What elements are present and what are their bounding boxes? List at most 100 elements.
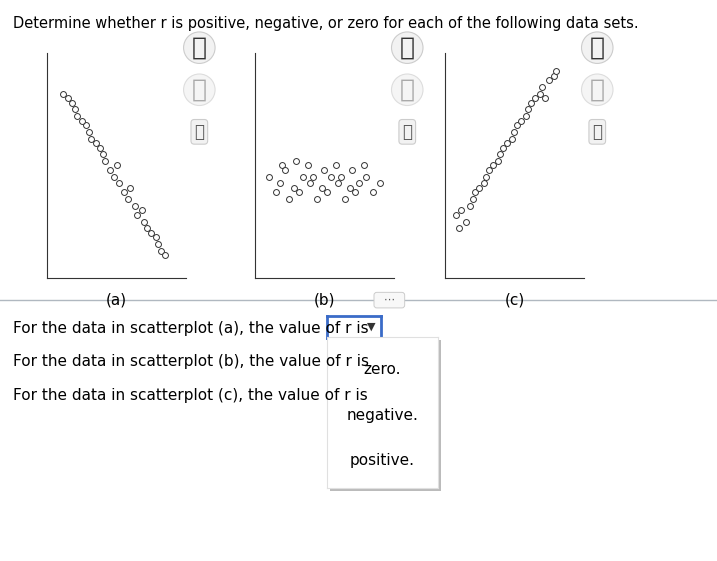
Point xyxy=(118,188,129,197)
Point xyxy=(122,195,133,204)
Point xyxy=(530,94,541,103)
Point xyxy=(113,179,125,188)
Text: ⭳: ⭳ xyxy=(592,123,602,141)
Point xyxy=(467,195,478,204)
Point xyxy=(72,112,83,121)
Point xyxy=(543,76,555,85)
Text: ⌕: ⌕ xyxy=(590,78,604,102)
Point xyxy=(129,201,141,210)
Point xyxy=(478,179,490,188)
Text: For the data in scatterplot (b), the value of r is: For the data in scatterplot (b), the val… xyxy=(13,355,369,369)
Point xyxy=(333,179,344,188)
Point xyxy=(141,224,153,233)
Text: Determine whether r is positive, negative, or zero for each of the following dat: Determine whether r is positive, negativ… xyxy=(13,16,639,31)
Point xyxy=(288,183,300,192)
Point xyxy=(460,217,471,226)
Text: ⋯: ⋯ xyxy=(376,295,402,305)
Point xyxy=(108,172,120,181)
Point xyxy=(274,179,285,188)
Point xyxy=(150,233,161,242)
Text: ▼: ▼ xyxy=(367,322,375,332)
Text: For the data in scatterplot (a), the value of r is: For the data in scatterplot (a), the val… xyxy=(13,321,369,335)
Point xyxy=(62,94,73,103)
Text: ⭳: ⭳ xyxy=(402,123,412,141)
Text: ⌕: ⌕ xyxy=(400,36,414,59)
Point xyxy=(511,121,523,130)
Point xyxy=(516,116,527,125)
Point xyxy=(492,157,503,165)
Point xyxy=(125,183,136,192)
Point xyxy=(483,165,495,174)
Point xyxy=(110,161,122,170)
Point xyxy=(551,67,562,76)
Point xyxy=(82,127,94,136)
Point xyxy=(153,240,164,249)
Point xyxy=(336,172,347,181)
Point xyxy=(85,134,97,143)
Point xyxy=(298,172,309,181)
Point xyxy=(100,157,111,165)
Point xyxy=(353,179,365,188)
Point xyxy=(523,105,534,114)
Point xyxy=(146,228,157,237)
Point xyxy=(495,150,506,159)
Point xyxy=(316,183,328,192)
Point xyxy=(139,217,151,226)
Point xyxy=(368,188,379,197)
Text: ⌕: ⌕ xyxy=(192,36,206,59)
Point xyxy=(104,165,115,174)
Point xyxy=(69,105,80,114)
Point xyxy=(508,127,520,136)
Point xyxy=(464,201,475,210)
Point xyxy=(97,150,108,159)
Point xyxy=(291,157,303,165)
Point xyxy=(57,89,69,98)
Point xyxy=(80,121,92,130)
Point xyxy=(293,188,305,197)
Point xyxy=(280,165,291,174)
Point xyxy=(455,206,467,215)
Point xyxy=(136,206,148,215)
Point xyxy=(539,94,551,103)
Point xyxy=(450,210,462,219)
Point xyxy=(375,179,386,188)
Point xyxy=(76,116,87,125)
Text: ⌕: ⌕ xyxy=(590,36,604,59)
Point xyxy=(480,172,492,181)
Point xyxy=(453,224,465,233)
Text: negative.: negative. xyxy=(346,408,419,423)
Point xyxy=(302,161,313,170)
Point xyxy=(318,165,330,174)
Point xyxy=(502,139,513,148)
Point xyxy=(344,183,356,192)
Text: ⌕: ⌕ xyxy=(400,78,414,102)
Point xyxy=(506,134,518,143)
Point xyxy=(340,195,351,204)
Point xyxy=(548,71,559,80)
Point xyxy=(270,188,281,197)
Point xyxy=(94,143,105,152)
Point xyxy=(284,195,295,204)
Text: ⭳: ⭳ xyxy=(194,123,204,141)
Point xyxy=(277,161,288,170)
Point xyxy=(520,112,531,121)
Text: (b): (b) xyxy=(314,293,335,307)
Point xyxy=(132,210,143,219)
Text: (c): (c) xyxy=(504,293,525,307)
Text: ⌕: ⌕ xyxy=(192,78,206,102)
Text: (a): (a) xyxy=(106,293,127,307)
Point xyxy=(361,172,372,181)
Point xyxy=(358,161,369,170)
Point xyxy=(534,89,546,98)
Point xyxy=(326,172,337,181)
Point xyxy=(308,172,319,181)
Point xyxy=(90,139,101,148)
Point xyxy=(66,98,77,107)
Text: For the data in scatterplot (c), the value of r is: For the data in scatterplot (c), the val… xyxy=(13,388,368,403)
Point xyxy=(312,195,323,204)
Point xyxy=(321,188,333,197)
Point xyxy=(330,161,341,170)
Text: zero.: zero. xyxy=(364,362,402,378)
Point xyxy=(474,183,485,192)
Point xyxy=(262,172,274,181)
